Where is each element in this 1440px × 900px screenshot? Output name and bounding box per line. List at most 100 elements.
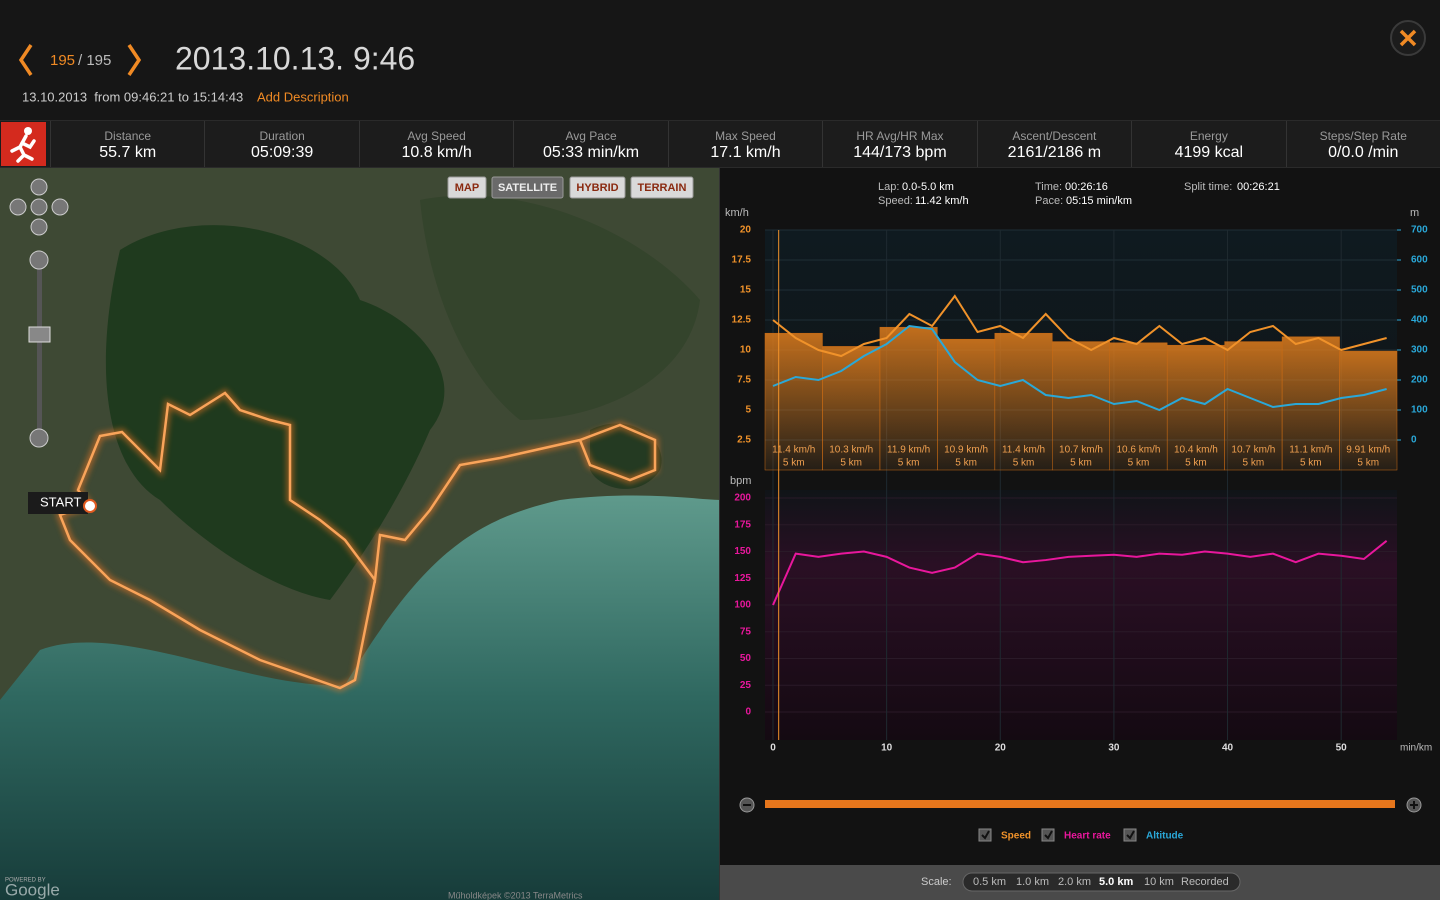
- map-type-button[interactable]: [447, 176, 487, 199]
- lap-speed-label: 10.7 km/h: [1059, 445, 1103, 456]
- start-label: START: [40, 494, 81, 509]
- stat-label: Avg Pace: [565, 129, 617, 143]
- map-type-label: HYBRID: [576, 182, 618, 194]
- stat: Distance 55.7 km: [50, 121, 204, 167]
- series-line: [772, 294, 1387, 358]
- title: 2013.10.13. 9:46: [175, 40, 415, 76]
- stat-value: 05:09:39: [251, 144, 314, 161]
- x-tick-label: 0: [770, 743, 776, 754]
- pan-left[interactable]: [9, 198, 27, 216]
- pace-label: Pace:: [1035, 195, 1063, 207]
- pan-right[interactable]: [51, 198, 69, 216]
- counter-current: 195: [50, 52, 75, 69]
- y-tick-label: 25: [740, 680, 752, 691]
- stat: Avg Speed 10.8 km/h: [358, 121, 513, 167]
- speed-value: 11.42 km/h: [915, 195, 969, 207]
- lap-distance-label: 5 km: [898, 458, 920, 469]
- stat-value: 144/173 bpm: [853, 144, 947, 161]
- prev-button[interactable]: [18, 44, 33, 76]
- attribution: Műholdképek ©2013 TerraMetrics: [448, 890, 583, 900]
- close-icon: [1399, 29, 1417, 47]
- y-tick-label: 200: [734, 493, 751, 504]
- scale-option[interactable]: Recorded: [1181, 876, 1229, 888]
- scale-pill: [962, 872, 1241, 892]
- x-tick-label: 50: [1336, 743, 1348, 754]
- y-tick-label: 50: [740, 653, 752, 664]
- y2-tick-label: 400: [1411, 315, 1428, 326]
- legend-check: [1126, 830, 1135, 840]
- y-tick-label: 2.5: [737, 435, 751, 446]
- y-tick-label: 75: [740, 626, 752, 637]
- lap-bar: [1166, 344, 1225, 471]
- map-type-button[interactable]: [569, 176, 626, 199]
- stat: Ascent/Descent 2161/2186 m: [976, 121, 1131, 167]
- lap-bar: [764, 332, 823, 471]
- time-value: 00:26:16: [1065, 181, 1108, 193]
- y2-tick-label: 500: [1411, 285, 1428, 296]
- y2-tick-label: 600: [1411, 255, 1428, 266]
- lap-label: Lap:: [878, 181, 899, 193]
- stat: Energy 4199 kcal: [1131, 121, 1285, 167]
- lap-bar: [1052, 341, 1110, 471]
- scale-option[interactable]: 10 km: [1144, 876, 1174, 888]
- range-track[interactable]: [765, 800, 1395, 808]
- map-type-button[interactable]: [630, 176, 694, 199]
- stat: Max Speed 17.1 km/h: [667, 121, 822, 167]
- header-graphics: 195 / 195 2013.10.13. 9:46 13.10.2013 fr…: [18, 20, 1426, 104]
- lap-bar: [822, 346, 881, 471]
- zoom-track: [37, 260, 42, 438]
- x-tick-label: 10: [881, 743, 893, 754]
- plots: 11.4 km/h 5 km 10.3 km/h 5 km 11.9 km/h 5 km 1…: [764, 230, 1398, 740]
- stat-label: Distance: [104, 129, 152, 143]
- stat-label: HR Avg/HR Max: [856, 129, 944, 143]
- stat-label: Max Speed: [715, 129, 776, 143]
- zoom-in[interactable]: [29, 250, 49, 270]
- scale-option[interactable]: 2.0 km: [1058, 876, 1091, 888]
- y-tick-label: 12.5: [732, 315, 752, 326]
- map-type-label: TERRAIN: [638, 182, 687, 194]
- stat-label: Duration: [259, 129, 305, 143]
- stat-label: Avg Speed: [407, 129, 466, 143]
- y2-tick-label: 700: [1411, 225, 1428, 236]
- pan-up[interactable]: [30, 178, 48, 196]
- scale-option[interactable]: 0.5 km: [973, 876, 1006, 888]
- hr-plot-area: [765, 490, 1397, 740]
- stat: HR Avg/HR Max 144/173 bpm: [822, 121, 976, 167]
- pan-center[interactable]: [30, 198, 48, 216]
- y-axis-label: km/h: [725, 207, 749, 219]
- series-line: [772, 324, 1387, 412]
- pan-down[interactable]: [30, 218, 48, 236]
- x-axis-label: min/km: [1400, 743, 1432, 754]
- lap-distance-label: 5 km: [1013, 458, 1035, 469]
- speed-label: Speed:: [878, 195, 913, 207]
- stat-label: Ascent/Descent: [1012, 129, 1097, 143]
- stat-value: 0/0.0 /min: [1328, 144, 1399, 161]
- legend-check: [981, 830, 990, 840]
- lap-speed-label: 10.3 km/h: [829, 445, 873, 456]
- add-description[interactable]: Add Description: [257, 89, 349, 104]
- start-box: [28, 492, 88, 514]
- y-tick-label: 20: [740, 225, 752, 236]
- stat-label: Steps/Step Rate: [1319, 129, 1407, 143]
- lap-speed-label: 11.1 km/h: [1289, 445, 1332, 456]
- scale-option[interactable]: 5.0 km: [1099, 876, 1133, 888]
- lap-distance-label: 5 km: [1243, 458, 1265, 469]
- lap-speed-label: 10.7 km/h: [1231, 445, 1275, 456]
- scale-option[interactable]: 1.0 km: [1016, 876, 1049, 888]
- y-tick-label: 0: [745, 707, 751, 718]
- stat-value: 2161/2186 m: [1007, 144, 1102, 161]
- lap-speed-label: 11.4 km/h: [1002, 445, 1045, 456]
- map-type-button[interactable]: [491, 176, 564, 199]
- y-tick-label: 150: [734, 546, 751, 557]
- next-button[interactable]: [127, 44, 142, 76]
- scale-options: 0.5 km 1.0 km 2.0 km 5.0 km 10 km Recorded: [973, 876, 1229, 888]
- lap-distance-label: 5 km: [783, 458, 805, 469]
- legend: Speed Heart rate Altitude: [978, 828, 1184, 842]
- lap-speed-label: 10.9 km/h: [944, 445, 988, 456]
- stat-value: 55.7 km: [99, 144, 157, 161]
- split-value: 00:26:21: [1237, 181, 1280, 193]
- zoom-handle[interactable]: [28, 326, 51, 343]
- forest: [420, 195, 700, 420]
- map[interactable]: MAP SATELLITE HYBRID TERRAIN START POWERED …: [0, 168, 720, 900]
- zoom-out[interactable]: [29, 428, 49, 448]
